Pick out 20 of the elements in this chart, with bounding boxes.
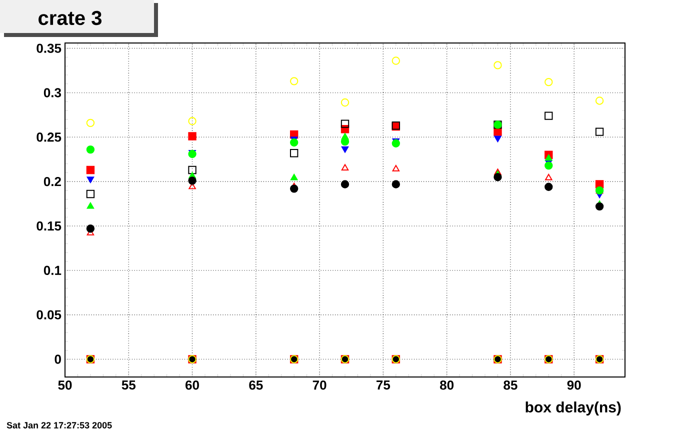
x-tick-label: 55 bbox=[122, 380, 136, 390]
y-tick-label: 0.3 bbox=[44, 88, 62, 98]
y-tick-label: 0.25 bbox=[36, 132, 62, 142]
x-tick-label: 65 bbox=[249, 380, 263, 390]
x-tick-label: 75 bbox=[376, 380, 390, 390]
x-tick-label: 80 bbox=[440, 380, 454, 390]
y-tick-label: 0.1 bbox=[44, 266, 62, 275]
text: Sat Jan 22 17:27:53 2005 bbox=[6, 422, 112, 428]
x-tick-label: 90 bbox=[567, 380, 581, 390]
x-axis-title: box delay(ns) bbox=[526, 402, 621, 416]
chart-title: crate 3 bbox=[38, 10, 102, 26]
y-tick-label: 0.15 bbox=[36, 221, 62, 231]
x-tick-label: 85 bbox=[504, 380, 518, 390]
x-tick-label: 60 bbox=[186, 380, 199, 390]
y-tick-label: 0.35 bbox=[36, 44, 62, 53]
y-tick-label: 0.05 bbox=[36, 310, 62, 320]
x-tick-label: 50 bbox=[58, 380, 72, 390]
y-tick-label: 0.2 bbox=[44, 176, 61, 186]
x-tick-label: 70 bbox=[312, 380, 326, 390]
y-tick-label: 0 bbox=[54, 354, 61, 364]
